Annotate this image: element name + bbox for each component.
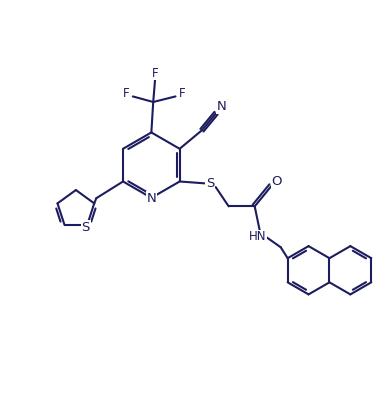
Text: F: F (152, 67, 158, 80)
Text: S: S (206, 177, 214, 190)
Text: O: O (271, 175, 282, 188)
Text: S: S (81, 221, 90, 234)
Text: N: N (217, 100, 227, 113)
Text: N: N (147, 192, 156, 205)
Text: F: F (123, 87, 130, 100)
Text: F: F (178, 87, 185, 100)
Text: HN: HN (248, 230, 266, 243)
